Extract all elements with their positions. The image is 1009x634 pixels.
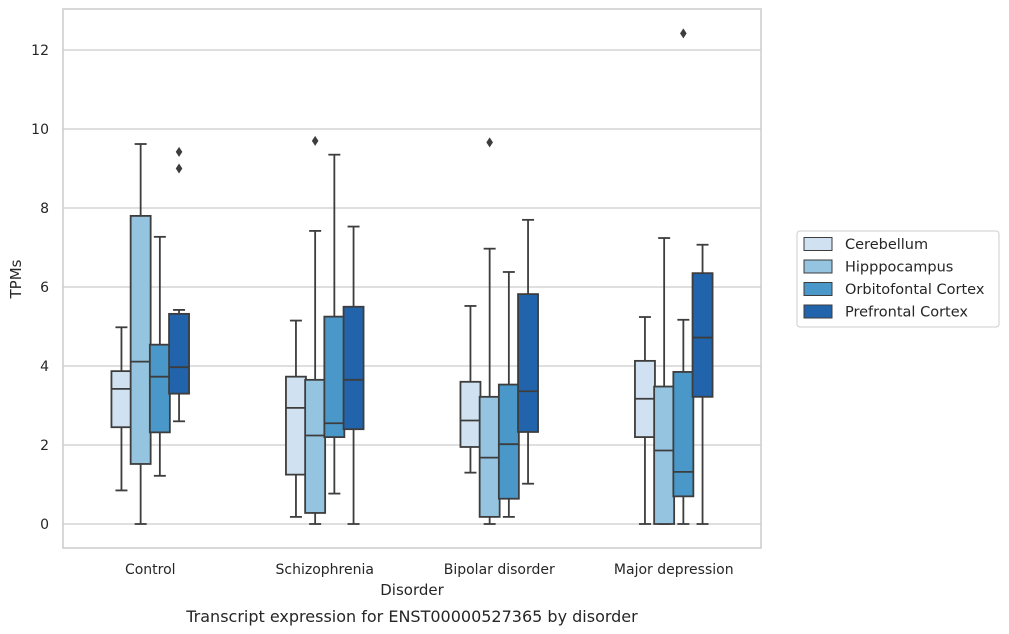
- box-body: [517, 293, 539, 433]
- outlier-point: [486, 137, 493, 148]
- box-body: [148, 343, 171, 434]
- box-orbitofontal-cortex: [323, 153, 346, 495]
- box-body: [342, 305, 365, 431]
- box-body: [653, 385, 676, 525]
- box-orbitofontal-cortex: [672, 28, 695, 525]
- legend-label: Orbitofontal Cortex: [845, 282, 985, 298]
- y-axis-title: TPMs: [7, 259, 25, 299]
- legend: Cerebellum Hipppocampus Orbitofontal Corte…: [796, 230, 1000, 328]
- box-cerebellum: [459, 305, 482, 474]
- box-prefrontal-cortex: [517, 218, 539, 485]
- y-tick-label: 10: [31, 122, 49, 138]
- box-body: [168, 312, 190, 395]
- outlier-point: [680, 28, 687, 39]
- y-tick-label: 2: [40, 438, 49, 454]
- box-prefrontal-cortex: [342, 225, 365, 525]
- legend-swatch: [803, 304, 833, 319]
- y-axis-ticks: 0 2 4 6 8 10 12: [31, 43, 49, 533]
- box-body: [691, 272, 714, 398]
- outlier-point: [311, 135, 319, 146]
- box-prefrontal-cortex: [168, 146, 190, 423]
- box-hipppocampus: [478, 137, 501, 525]
- box-cerebellum: [110, 326, 133, 492]
- x-tick-label: Control: [125, 562, 176, 578]
- box-hipppocampus: [304, 135, 327, 525]
- box-body: [304, 378, 327, 514]
- legend-label: Hipppocampus: [845, 260, 953, 276]
- box-body: [110, 370, 133, 429]
- box-body: [285, 375, 307, 476]
- x-axis-ticks: Control Schizophrenia Bipolar disorder Majo…: [125, 562, 734, 578]
- y-tick-label: 6: [40, 280, 49, 296]
- box-body: [129, 214, 152, 465]
- legend-swatch: [803, 237, 833, 251]
- box-orbitofontal-cortex: [148, 235, 171, 477]
- box-cerebellum: [634, 316, 656, 525]
- box-orbitofontal-cortex: [497, 271, 520, 518]
- box-groups: [110, 28, 714, 525]
- outlier-point: [175, 163, 183, 174]
- y-tick-label: 8: [40, 201, 49, 217]
- box-body: [672, 371, 695, 498]
- box-body: [323, 315, 346, 438]
- legend-label: Prefrontal Cortex: [845, 305, 968, 321]
- plot-area-frame: [62, 8, 762, 549]
- legend-label: Cerebellum: [845, 237, 928, 253]
- legend-swatch: [803, 282, 833, 296]
- box-body: [497, 383, 520, 500]
- chart-caption: Transcript expression for ENST0000052736…: [185, 607, 638, 626]
- y-tick-label: 4: [40, 359, 49, 375]
- legend-frame: [796, 230, 1000, 328]
- x-tick-label: Bipolar disorder: [444, 562, 555, 578]
- box-cerebellum: [285, 319, 307, 518]
- box-body: [459, 380, 482, 448]
- box-prefrontal-cortex: [691, 243, 714, 525]
- box-hipppocampus: [653, 237, 676, 525]
- box-hipppocampus: [129, 143, 152, 525]
- y-tick-label: 0: [40, 517, 49, 533]
- x-tick-label: Schizophrenia: [276, 562, 374, 578]
- y-tick-label: 12: [31, 43, 49, 59]
- x-axis-title: Disorder: [380, 581, 444, 599]
- outlier-point: [175, 146, 183, 157]
- legend-swatch: [803, 259, 833, 274]
- x-tick-label: Major depression: [614, 562, 734, 578]
